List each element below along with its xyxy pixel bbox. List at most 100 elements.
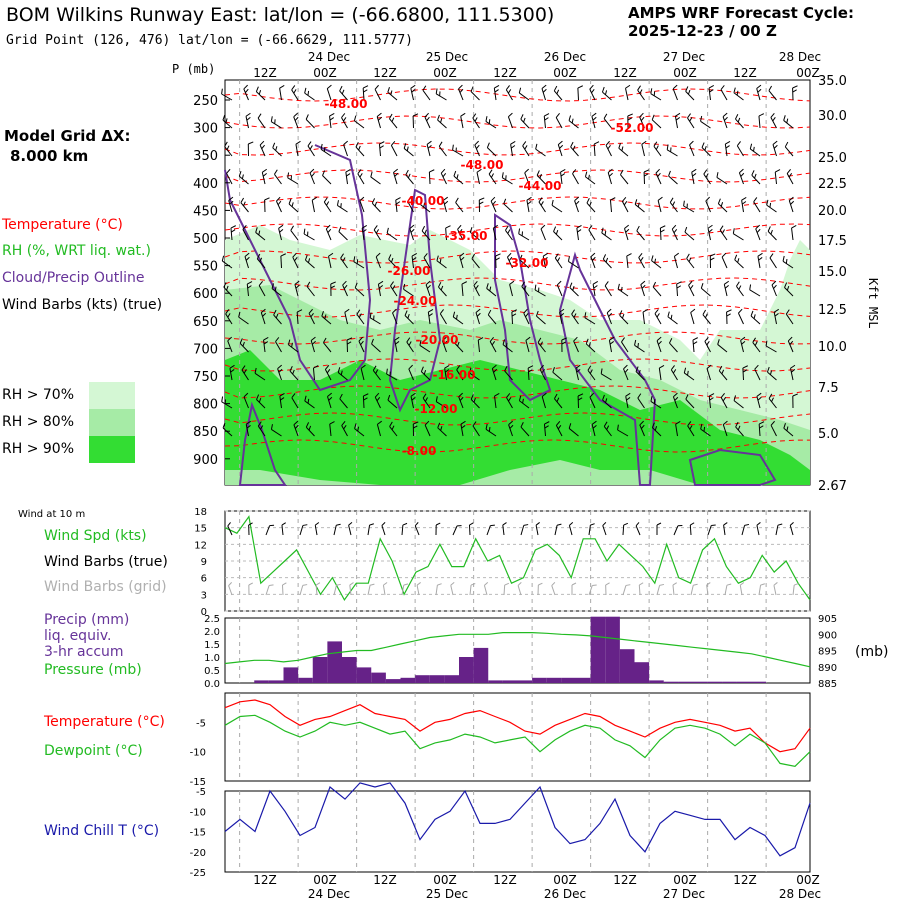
wind-barb-flag [688, 257, 692, 262]
wind-barb-staff [469, 231, 480, 241]
wind-barb-flag [786, 426, 789, 431]
wind-barb-flag [553, 85, 558, 92]
wind-barb-staff [734, 259, 744, 269]
wind-barb-flag [339, 85, 343, 92]
wind-barb [421, 225, 431, 241]
wind-barb-flag [600, 368, 603, 374]
grid-wind-barb [315, 582, 321, 596]
wind-barb [274, 169, 282, 185]
grid-wind-barb-staff [349, 585, 352, 596]
surface-wind-barb-staff [635, 525, 641, 536]
wind-barb-staff [393, 172, 398, 185]
wind-barb-staff [602, 258, 612, 269]
wind-barb [520, 114, 530, 129]
wind-barb-staff [240, 202, 249, 213]
wind-barb-flag [655, 145, 659, 150]
wind-barb-staff [787, 340, 794, 353]
wind-barb-staff [387, 91, 398, 101]
wind-barb-flag [275, 146, 278, 151]
grid-wind-barb-staff [690, 585, 694, 596]
wind-barb-staff [749, 289, 761, 297]
wind-barb-staff [557, 144, 563, 157]
wind-barb-flag [623, 201, 628, 206]
wind-barb-flag [247, 281, 253, 285]
wind-barb-flag [634, 339, 637, 346]
wind-barb-flag [257, 113, 262, 119]
wind-barb-flag [733, 395, 737, 401]
chart-title: BOM Wilkins Runway East: lat/lon = (-66.… [6, 4, 555, 26]
wind-barb-flag [372, 365, 377, 371]
grid-wind-barb [792, 583, 799, 596]
wind-barb-staff [783, 427, 794, 437]
wind-barb [767, 226, 777, 241]
wind-barb-flag [330, 285, 336, 289]
wind-barb [342, 280, 348, 297]
wind-barb [403, 283, 414, 297]
wind-barb [770, 112, 777, 129]
surface-wind-barb-flag [269, 524, 275, 527]
wind-barb [221, 88, 233, 101]
wind-barb-flag [771, 280, 777, 286]
wind-barb-flag [307, 141, 312, 147]
top-hour-tick: 00Z [313, 66, 337, 80]
wind-barb [437, 422, 447, 437]
wind-barb-staff [621, 341, 629, 353]
wind-barb-flag [606, 308, 612, 314]
wind-barb-flag [593, 141, 600, 145]
wind-barb [471, 253, 480, 269]
precip-bar [634, 662, 650, 683]
wind-barb-staff [271, 429, 282, 437]
wind-barb-flag [394, 336, 400, 341]
wind-barb-flag [474, 140, 479, 146]
wind-barb [657, 196, 663, 213]
surface-wind-barb-staff [789, 525, 794, 536]
surface-wind-barb-flag [381, 521, 386, 526]
wind-barb-flag [406, 146, 409, 152]
cloud-outline [558, 251, 657, 486]
wind-barb [752, 337, 761, 353]
wind-barb-flag [709, 397, 714, 401]
wind-barb-staff [551, 204, 563, 213]
wind-barb [273, 309, 282, 325]
wind-barb [490, 196, 497, 213]
wind-barb-flag [672, 201, 676, 206]
surface-wind-barb-flag [302, 524, 308, 526]
wind-barb-flag [379, 141, 385, 145]
wind-barb [422, 85, 431, 101]
wind-barb-staff [477, 340, 480, 353]
wind-barb [293, 112, 299, 129]
wind-barb-flag [320, 143, 323, 150]
wind-barb-staff [553, 231, 563, 241]
wind-barb [593, 141, 600, 157]
wind-barb [439, 309, 447, 325]
temperature-label: -8.00 [402, 444, 437, 458]
cloud-outline [688, 448, 777, 486]
wind-barb-flag [734, 254, 738, 260]
wind-barb-flag [788, 173, 793, 178]
wind-barb [359, 196, 365, 213]
wind-barb-staff [717, 344, 728, 353]
wind-barb-staff [476, 172, 480, 185]
pressure-tick: 850 [193, 425, 218, 440]
wind-barb [617, 424, 629, 437]
wind-barb [304, 254, 315, 269]
wind-barb [639, 420, 645, 437]
wind-barb-flag [520, 422, 524, 428]
pressure-tick: 400 [193, 177, 218, 192]
wind-barb [288, 198, 299, 213]
wind-barb [469, 227, 480, 241]
wind-barb-staff [279, 88, 282, 101]
wind-barb-flag [457, 224, 462, 230]
wind-barb-staff [791, 228, 794, 241]
wind-barb-flag [392, 285, 396, 290]
temperature-contour [224, 304, 811, 318]
wind-barb-staff [303, 233, 315, 241]
wind-barb-flag [506, 393, 511, 398]
wind-barb-flag [753, 197, 758, 203]
wind-barb-staff [271, 288, 282, 297]
wind-barb-flag [371, 338, 374, 345]
wind-barb-flag [623, 364, 628, 370]
wind-barb [687, 113, 695, 129]
wind-barb [438, 141, 447, 157]
wind-barb [309, 168, 315, 185]
